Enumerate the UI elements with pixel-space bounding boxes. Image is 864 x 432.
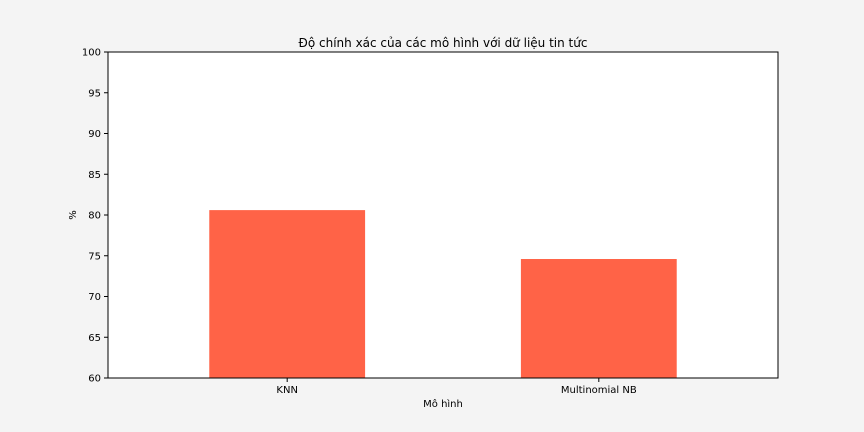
y-tick-label: 85 <box>88 170 101 181</box>
y-tick-label: 70 <box>88 292 101 303</box>
y-tick-label: 90 <box>88 129 101 140</box>
chart-title: Độ chính xác của các mô hình với dữ liệu… <box>299 36 588 50</box>
y-tick-label: 75 <box>88 251 101 262</box>
bars-group <box>209 210 677 378</box>
y-tick-label: 65 <box>88 333 101 344</box>
plot-area <box>108 52 778 378</box>
x-axis-ticks: KNN Multinomial NB <box>276 378 637 396</box>
y-tick-label: 80 <box>88 211 101 222</box>
bar-knn <box>209 210 366 378</box>
y-axis-ticks: 60 65 70 75 80 85 90 95 100 <box>82 48 108 385</box>
x-tick-label: Multinomial NB <box>561 385 637 396</box>
x-tick-label: KNN <box>276 385 298 396</box>
y-axis-label: % <box>68 210 79 220</box>
y-tick-label: 100 <box>82 48 101 59</box>
plot-frame <box>107 51 779 379</box>
y-tick-label: 60 <box>88 374 101 385</box>
x-axis-label: Mô hình <box>423 398 463 410</box>
y-tick-label: 95 <box>88 88 101 99</box>
bar-multinomial-nb <box>520 259 677 378</box>
